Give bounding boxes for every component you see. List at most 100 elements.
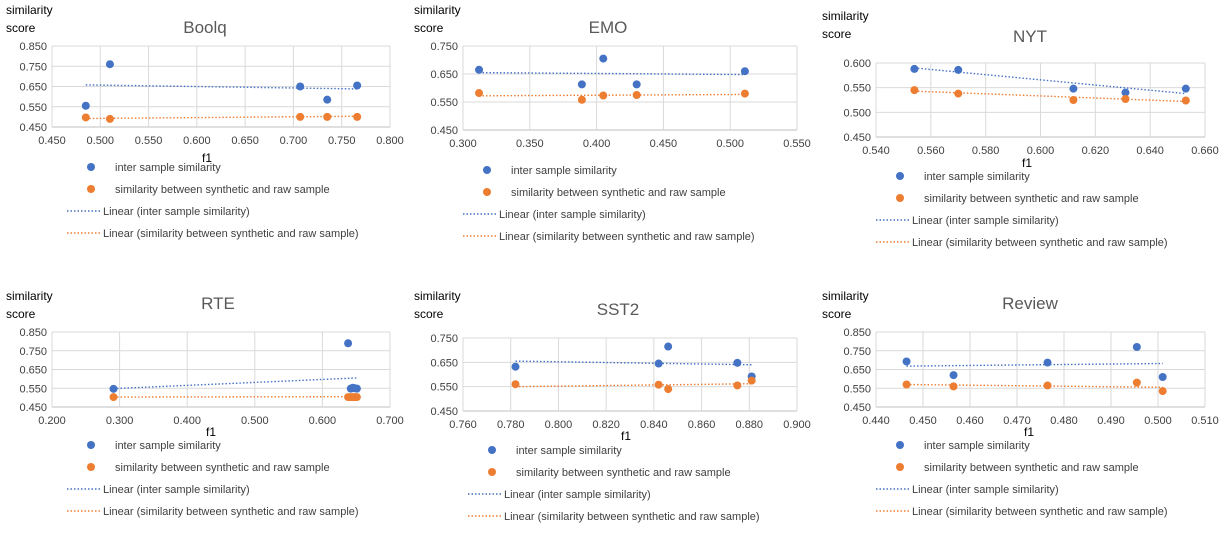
data-point-synthetic (733, 381, 741, 389)
x-tick-label: 0.600 (183, 135, 211, 147)
data-point-synthetic (748, 377, 756, 385)
legend-label: Linear (similarity between synthetic and… (499, 231, 755, 243)
x-axis-label: f1 (621, 429, 631, 443)
y-tick-label: 0.650 (430, 69, 458, 81)
legend-label: inter sample similarity (924, 171, 1030, 183)
y-tick-label: 0.650 (19, 82, 47, 94)
data-point-synthetic (599, 92, 607, 100)
data-point-inter (954, 66, 962, 74)
y-axis-label: score (414, 307, 444, 321)
legend-marker-dot (488, 468, 496, 476)
chart-title: Boolq (183, 18, 226, 37)
legend-label: inter sample similarity (115, 162, 221, 174)
legend-label: similarity between synthetic and raw sam… (924, 193, 1139, 205)
chart-title: NYT (1013, 27, 1047, 46)
data-point-synthetic (954, 90, 962, 98)
x-tick-label: 0.500 (87, 135, 115, 147)
legend-label: similarity between synthetic and raw sam… (115, 462, 330, 474)
x-tick-label: 0.820 (592, 419, 620, 431)
legend-label: similarity between synthetic and raw sam… (516, 467, 731, 479)
x-tick-label: 0.400 (173, 415, 201, 427)
legend-marker-dot (488, 446, 496, 454)
data-point-synthetic (82, 113, 90, 121)
x-tick-label: 0.500 (241, 415, 269, 427)
y-axis-label: similarity (414, 289, 461, 303)
legend-label: Linear (similarity between synthetic and… (912, 506, 1168, 518)
x-tick-label: 0.300 (106, 415, 134, 427)
data-point-synthetic (1069, 96, 1077, 104)
y-axis-label: score (822, 307, 852, 321)
x-tick-label: 0.540 (862, 145, 890, 157)
data-point-inter (599, 55, 607, 63)
data-point-synthetic (1133, 379, 1141, 387)
data-point-inter (1069, 85, 1077, 93)
data-point-synthetic (296, 113, 304, 121)
x-tick-label: 0.200 (38, 415, 66, 427)
legend-label: Linear (similarity between synthetic and… (912, 237, 1168, 249)
legend-marker-dot (483, 188, 491, 196)
x-tick-label: 0.560 (917, 145, 945, 157)
data-point-inter (1133, 343, 1141, 351)
y-tick-label: 0.750 (430, 333, 458, 345)
x-tick-label: 0.550 (783, 138, 811, 150)
data-point-synthetic (1182, 96, 1190, 104)
legend-marker-dot (87, 185, 95, 193)
y-tick-label: 0.450 (19, 122, 47, 134)
y-tick-label: 0.450 (843, 132, 871, 144)
data-point-synthetic (353, 113, 361, 121)
y-tick-label: 0.550 (430, 382, 458, 394)
x-tick-label: 0.440 (862, 415, 890, 427)
y-axis-label: similarity (6, 3, 53, 17)
x-tick-label: 0.900 (783, 419, 811, 431)
data-point-synthetic (511, 380, 519, 388)
trendline-synthetic (479, 94, 745, 95)
legend-marker-dot (483, 166, 491, 174)
legend-label: inter sample similarity (511, 165, 617, 177)
y-tick-label: 0.500 (843, 107, 871, 119)
data-point-inter (950, 371, 958, 379)
legend-label: Linear (inter sample similarity) (912, 215, 1059, 227)
chart-panel-rte: similarityscoreRTE0.4500.5500.6500.7500.… (6, 289, 404, 518)
x-tick-label: 0.620 (1082, 145, 1110, 157)
data-point-inter (733, 359, 741, 367)
data-point-synthetic (664, 385, 672, 393)
y-tick-label: 0.450 (430, 406, 458, 418)
x-tick-label: 0.450 (650, 138, 678, 150)
legend-label: Linear (similarity between synthetic and… (504, 511, 760, 523)
data-point-inter (578, 80, 586, 88)
data-point-inter (903, 357, 911, 365)
x-axis-label: f1 (1022, 156, 1032, 170)
y-tick-label: 0.650 (843, 365, 871, 377)
legend-label: inter sample similarity (516, 445, 622, 457)
data-point-inter (1044, 359, 1052, 367)
data-point-inter (353, 81, 361, 89)
data-point-inter (1159, 373, 1167, 381)
data-point-inter (633, 80, 641, 88)
x-tick-label: 0.760 (449, 419, 477, 431)
legend-marker-dot (87, 441, 95, 449)
y-axis-label: similarity (414, 3, 461, 17)
legend-label: Linear (similarity between synthetic and… (103, 228, 359, 240)
x-tick-label: 0.860 (688, 419, 716, 431)
data-point-synthetic (106, 115, 114, 123)
y-tick-label: 0.550 (430, 97, 458, 109)
data-point-synthetic (741, 90, 749, 98)
x-tick-label: 0.500 (1144, 415, 1172, 427)
y-tick-label: 0.650 (430, 357, 458, 369)
data-point-synthetic (1159, 387, 1167, 395)
x-tick-label: 0.510 (1191, 415, 1219, 427)
x-tick-label: 0.480 (1050, 415, 1078, 427)
legend-label: Linear (inter sample similarity) (103, 484, 250, 496)
x-tick-label: 0.780 (497, 419, 525, 431)
y-tick-label: 0.550 (19, 383, 47, 395)
y-axis-label: score (6, 21, 36, 35)
y-tick-label: 0.450 (430, 125, 458, 137)
x-tick-label: 0.400 (583, 138, 611, 150)
trendline-inter (114, 378, 357, 389)
x-tick-label: 0.300 (449, 138, 477, 150)
data-point-synthetic (655, 381, 663, 389)
chart-title: Review (1002, 294, 1058, 313)
